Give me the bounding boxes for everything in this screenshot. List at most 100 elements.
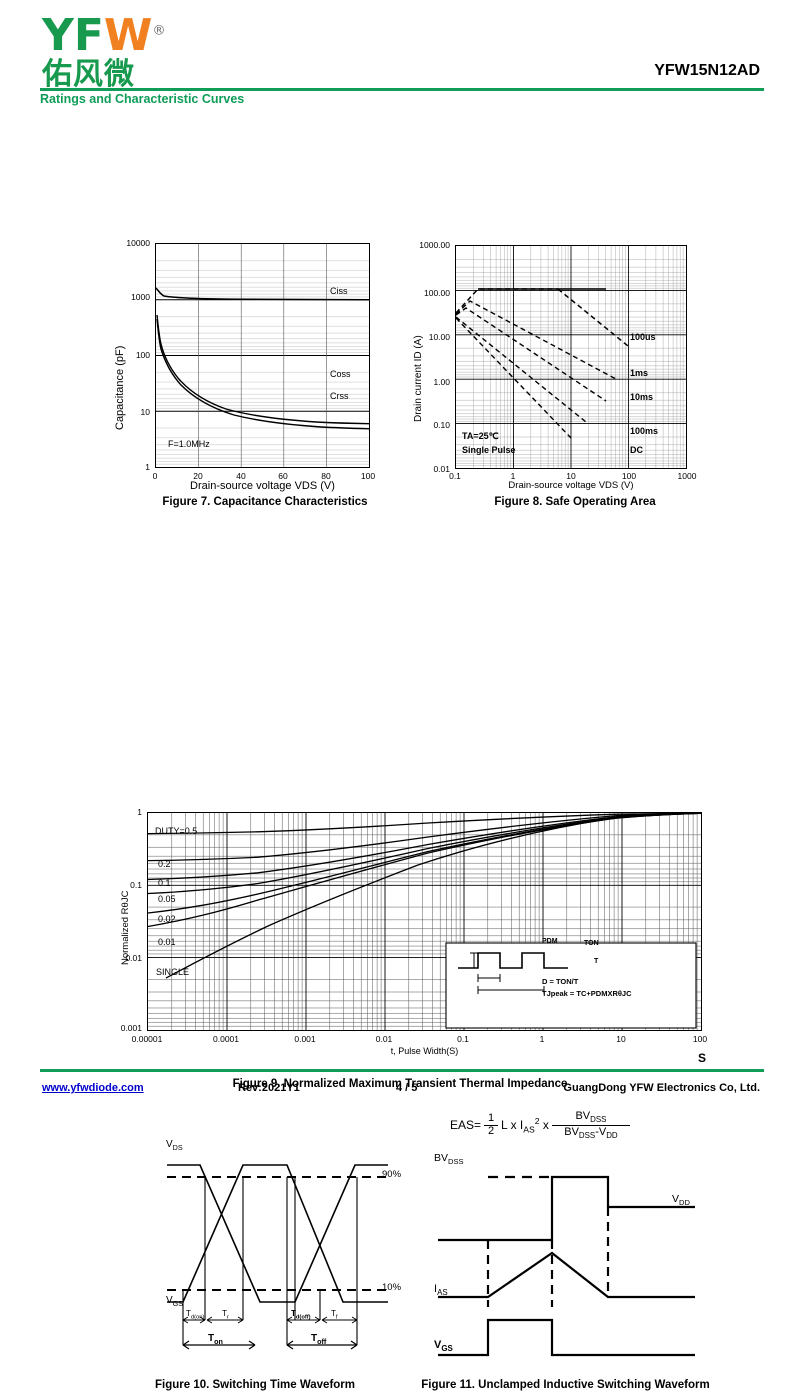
fig7-annotation-frequency: F=1.0MHz — [168, 439, 210, 449]
fig8-ytick: 1000.00 — [419, 240, 450, 250]
fig11-eas-mid: L x IAS2 x — [501, 1116, 549, 1135]
fig11-label-vgs: VGS — [434, 1339, 453, 1354]
fig7-xtick: 60 — [278, 471, 288, 481]
fig8-ytick: 0.01 — [433, 464, 450, 474]
fig9-xtick: 0.1 — [457, 1034, 469, 1044]
fig9-plot-area — [147, 812, 702, 1031]
fig8-xtick: 0.1 — [449, 471, 461, 481]
fig10-label-toff: Toff — [311, 1333, 327, 1346]
fig11-label-vdd: VDD — [672, 1193, 690, 1208]
fig8-annotation-temperature: TA=25℃ — [462, 431, 499, 441]
fig7-ytick: 100 — [135, 350, 150, 360]
fig7-xtick: 80 — [321, 471, 331, 481]
fig9-svg — [148, 813, 701, 1030]
logo-chinese-name: 佑风微 — [42, 57, 135, 92]
fig11-label-ias: IAS — [434, 1283, 448, 1298]
fig8-ytick: 0.10 — [433, 420, 450, 430]
fig10-label-td-off: Td(off) — [291, 1309, 311, 1321]
fig9-xtick: 10 — [616, 1034, 626, 1044]
fig9-inset-ton-label: TON — [584, 940, 599, 947]
fig7-curve-label-ciss: Ciss — [330, 286, 348, 296]
fig9-xtick: 0.0001 — [213, 1034, 239, 1044]
fig9-xtick: 0.01 — [375, 1034, 393, 1044]
fig9-inset-formula-d: D = TON/T — [542, 977, 579, 986]
registered-trademark-icon: ® — [152, 23, 166, 39]
fig9-duty-label-0-5: DUTY=0.5 — [155, 826, 198, 836]
fig8-ytick: 100.00 — [424, 288, 450, 298]
fig9-ytick: 0.001 — [120, 1023, 142, 1033]
fig10-vds-text: VDS — [166, 1139, 183, 1152]
fig8-curve-label-dc: DC — [630, 445, 643, 455]
fig7-xtick: 0 — [152, 471, 158, 481]
footer-divider — [40, 1069, 764, 1072]
fig9-xtick: 1 — [539, 1034, 545, 1044]
fig10-label-vds: VDS — [166, 1139, 183, 1152]
fig7-ytick: 10 — [140, 407, 150, 417]
fig7-xtick: 100 — [360, 471, 376, 481]
fig8-svg — [456, 246, 686, 468]
figure-8-caption: Figure 8. Safe Operating Area — [494, 496, 656, 508]
fig9-x-axis-label: t, Pulse Width(S) — [390, 1046, 459, 1056]
fig11-bv-num: BVDSS — [575, 1110, 607, 1125]
fig9-ytick: 1 — [137, 807, 142, 817]
fig10-label-tr: Tr — [222, 1309, 229, 1321]
fig8-curve-label-1ms: 1ms — [630, 368, 649, 378]
fig9-duty-label-0-02: 0.02 — [158, 914, 176, 924]
website-link[interactable]: www.yfwdiode.com — [42, 1082, 144, 1094]
fig7-ytick: 1 — [145, 462, 150, 472]
figure-7-caption: Figure 7. Capacitance Characteristics — [162, 496, 368, 508]
fig9-duty-label-0-05: 0.05 — [158, 894, 176, 904]
company-name: GuangDong YFW Electronics Co, Ltd. — [563, 1082, 760, 1094]
header-divider — [40, 88, 764, 91]
fig11-svg-wrap — [430, 1150, 710, 1370]
fig11-half-fraction: 1 2 — [484, 1112, 499, 1137]
fig7-ytick: 1000 — [131, 292, 150, 302]
fig8-ytick: 10.00 — [428, 332, 450, 342]
fig11-bv-den: BVDSS-VDD — [564, 1125, 618, 1141]
fig8-curve-label-100ms: 100ms — [630, 426, 659, 436]
fig8-curve-label-10ms: 10ms — [630, 392, 654, 402]
company-logo: YFW® 佑风微 — [42, 14, 202, 92]
logo-text-yf: YF — [42, 10, 104, 61]
fig10-label-td-on: Td(on) — [186, 1309, 205, 1321]
fig9-xtick: 0.001 — [294, 1034, 316, 1044]
fig7-x-axis-label: Drain-source voltage VDS (V) — [190, 480, 335, 492]
fig7-xtick: 20 — [193, 471, 203, 481]
revision-label: Rev:2021Y1 — [238, 1082, 300, 1094]
fig7-svg — [156, 244, 369, 467]
fig7-curve-label-crss: Crss — [330, 391, 349, 401]
fig11-frac-bar — [484, 1124, 499, 1126]
fig9-duty-label-0-01: 0.01 — [158, 937, 176, 947]
logo-text-w: W — [103, 10, 153, 61]
fig9-duty-label-0-2: 0.2 — [158, 859, 171, 869]
figure-10-caption: Figure 10. Switching Time Waveform — [154, 1379, 355, 1391]
fig8-xtick: 100 — [621, 471, 637, 481]
fig11-eas-lhs: EAS= — [450, 1118, 482, 1133]
fig8-plot-area — [455, 245, 687, 469]
fig10-label-ton: Ton — [208, 1333, 223, 1346]
fig11-bv-fraction: BVDSS BVDSS-VDD — [551, 1110, 630, 1141]
fig11-label-bvdss: BVDSS — [434, 1152, 464, 1167]
fig8-curve-label-100us: 100us — [630, 332, 656, 342]
page-footer: www.yfwdiode.com Rev:2021Y1 4 / 5 GuangD… — [0, 1082, 800, 1102]
figure-9-caption: Figure 9. Normalized Maximum Transient T… — [232, 1078, 568, 1090]
fig11-half-den: 2 — [487, 1124, 495, 1137]
fig10-svg — [167, 1164, 390, 1350]
section-title: Ratings and Characteristic Curves — [40, 92, 245, 106]
fig7-xtick: 40 — [236, 471, 246, 481]
fig8-xtick: 1 — [510, 471, 516, 481]
fig8-xtick: 1000 — [677, 471, 697, 481]
figure-11-caption: Figure 11. Unclamped Inductive Switching… — [421, 1379, 710, 1391]
fig8-x-axis-label: Drain-source voltage VDS (V) — [508, 480, 634, 491]
fig9-ytick: 0.1 — [130, 880, 142, 890]
fig8-ytick: 1.00 — [433, 377, 450, 387]
fig9-duty-label-0-1: 0.1 — [158, 878, 171, 888]
fig10-label-90pct: 90% — [382, 1169, 402, 1180]
fig9-ytick: 0.01 — [125, 953, 142, 963]
part-number: YFW15N12AD — [654, 62, 760, 79]
fig9-xtick: 0.00001 — [131, 1034, 163, 1044]
fig11-half-num: 1 — [487, 1112, 495, 1125]
fig9-x-unit-label: S — [698, 1051, 707, 1065]
fig9-inset-t-label: T — [594, 958, 599, 965]
fig7-ytick: 10000 — [126, 238, 150, 248]
